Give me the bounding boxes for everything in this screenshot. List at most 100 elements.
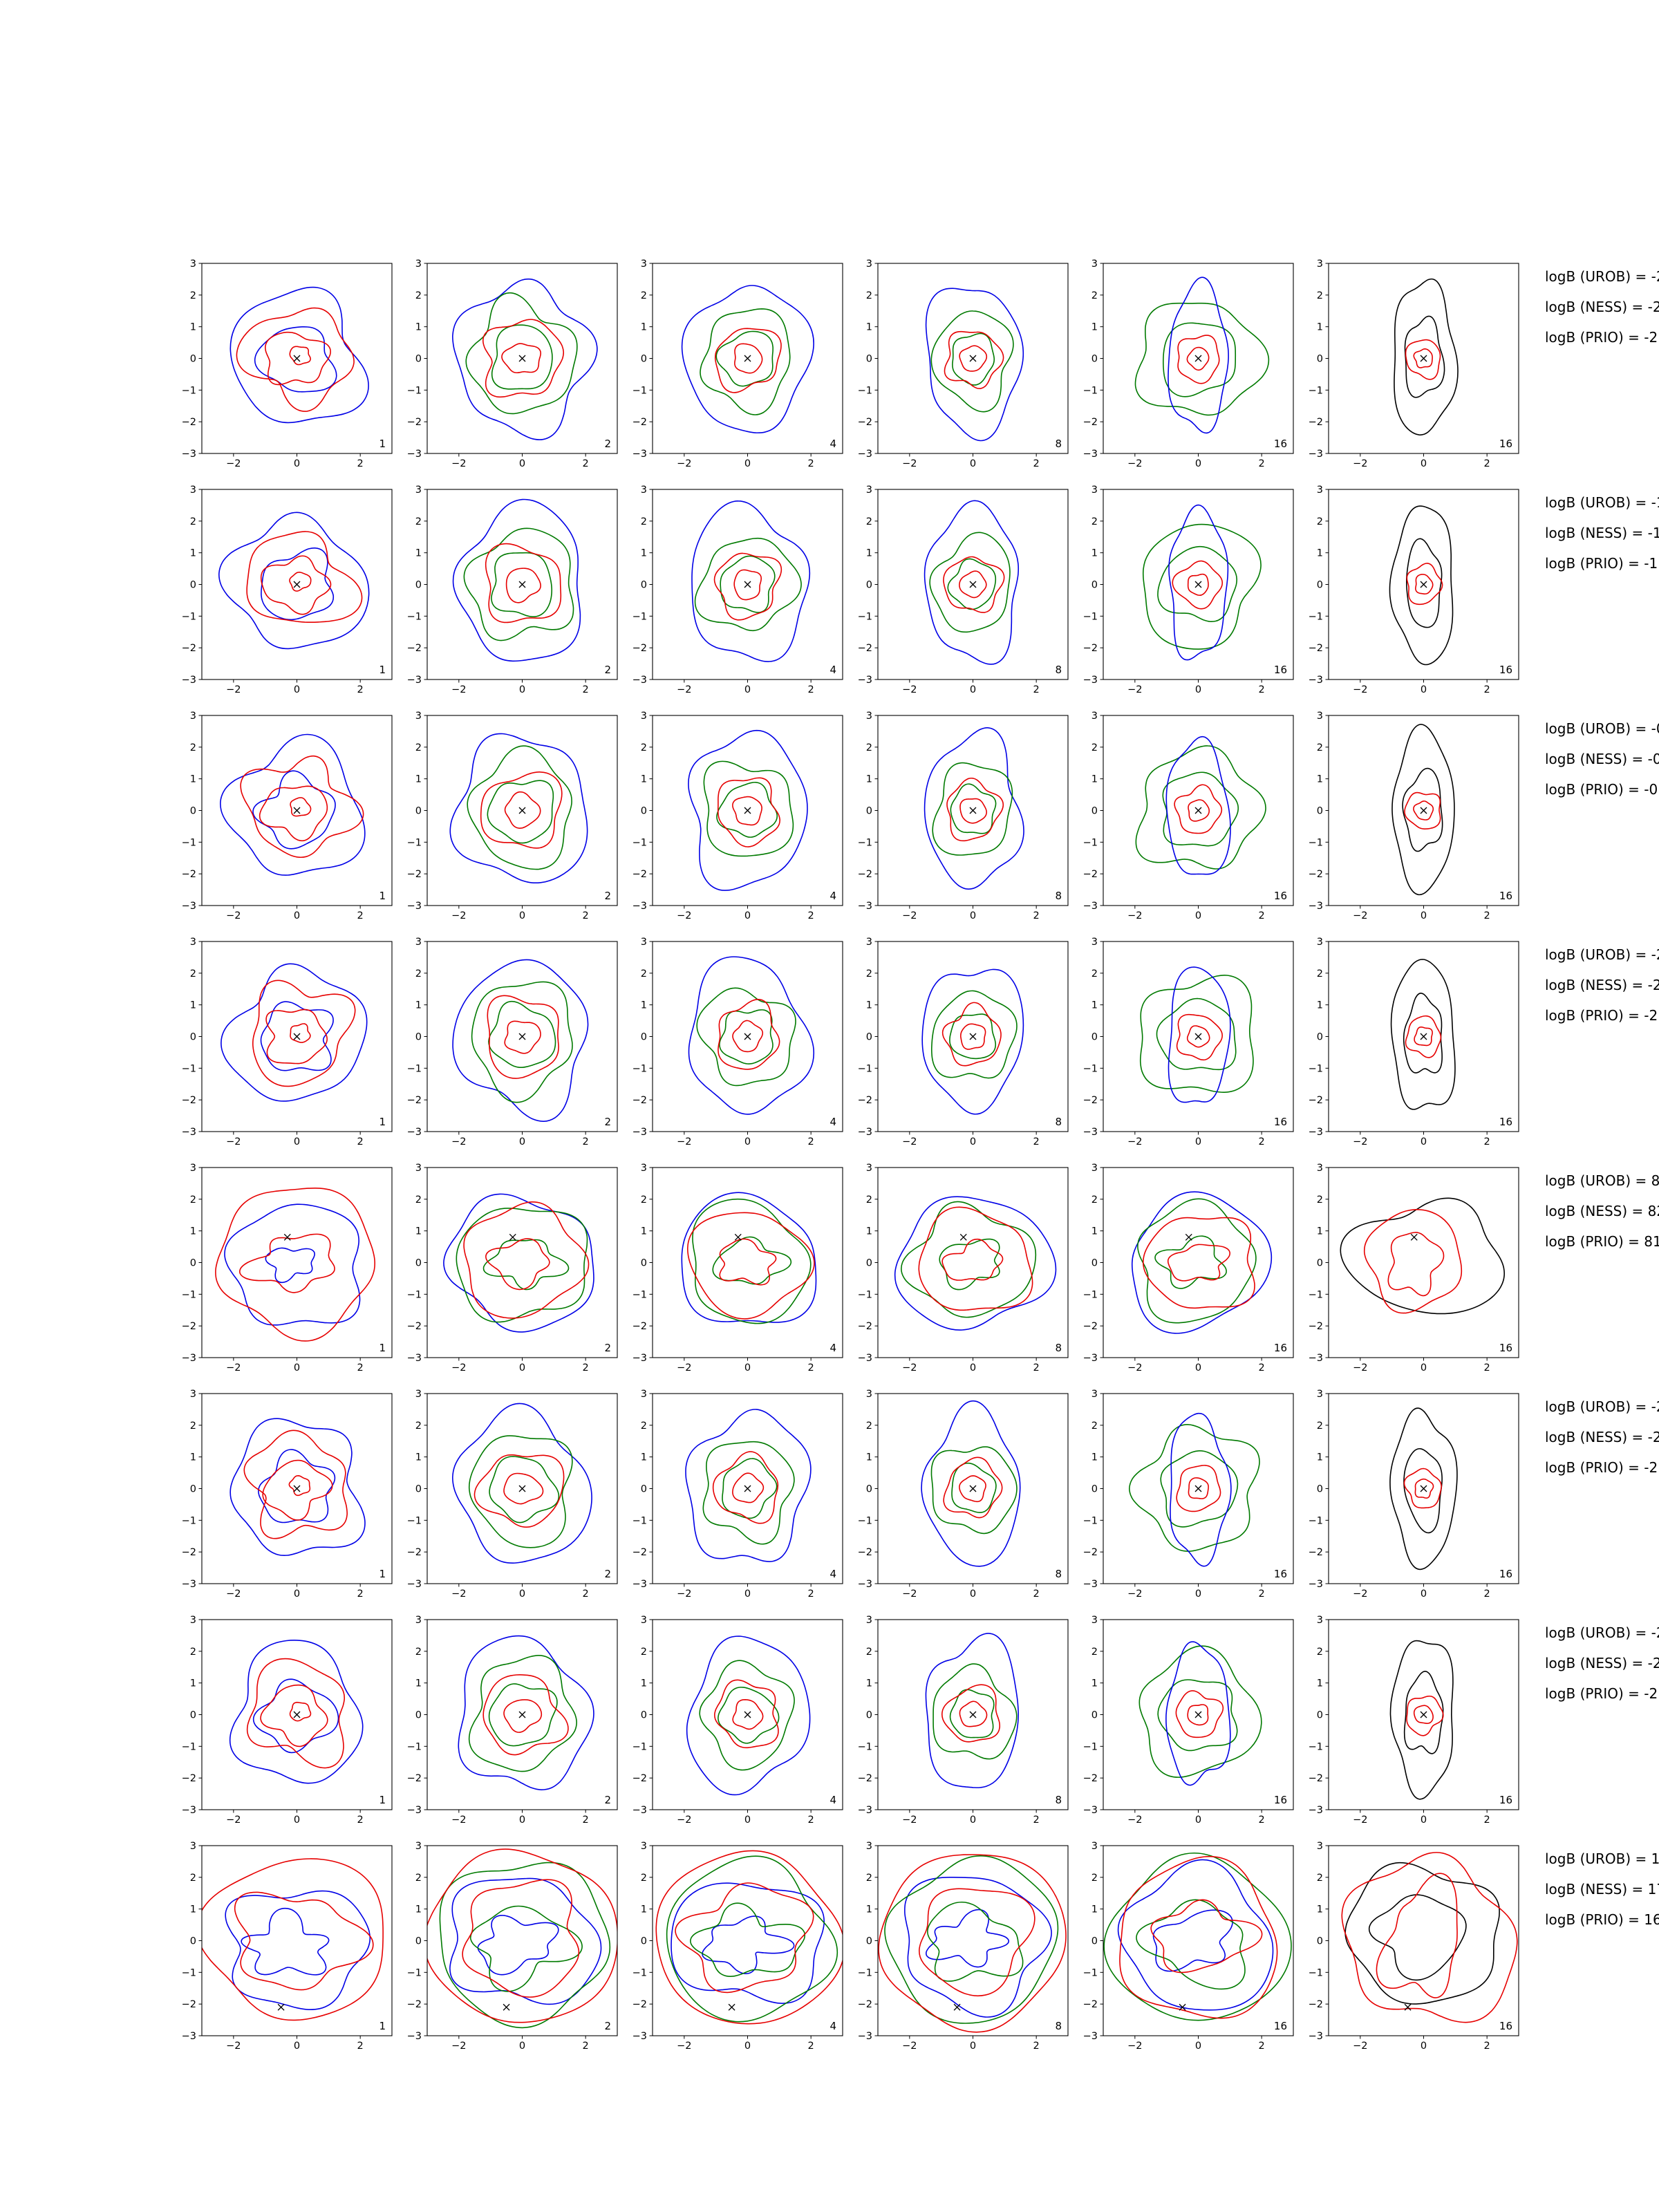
x-tick-label: −2 [451, 2041, 466, 2052]
y-tick-label: 3 [641, 1841, 647, 1852]
y-tick-label: 0 [1317, 1258, 1323, 1269]
contour-blue [925, 288, 1024, 442]
panel-count-label: 8 [1055, 1794, 1062, 1806]
contour-green [467, 745, 572, 870]
row-annotations-r2: logB (UROB) = -1.45 logB (NESS) = -1.95 lo… [1545, 494, 1659, 572]
y-tick-label: −2 [1309, 417, 1323, 428]
contour-blue [688, 956, 815, 1115]
contour-lines [449, 733, 588, 884]
y-tick-label: 3 [190, 1163, 196, 1174]
contour-red [474, 1454, 565, 1528]
y-tick-label: 1 [1091, 774, 1098, 785]
truth-marker-x [1420, 355, 1427, 362]
contour-green [469, 1905, 583, 1992]
contour-red [289, 1701, 312, 1722]
panel-count-label: 4 [830, 2020, 836, 2032]
x-tick-label: 0 [970, 458, 976, 469]
y-tick-label: 0 [1091, 354, 1098, 365]
panel-count-label: 8 [1055, 438, 1062, 450]
y-tick-label: 0 [866, 1032, 872, 1043]
contour-panel-r6c2: −2 0 2 3 2 1 0 −1 −2 −3 2 [407, 1389, 618, 1600]
y-tick-label: 3 [415, 485, 422, 496]
contour-red [1186, 1025, 1210, 1048]
logb-ness-label: logB (NESS) = 82.80 [1545, 1203, 1659, 1219]
contour-panel-r6c4: −2 0 2 3 2 1 0 −1 −2 −3 8 [858, 1389, 1069, 1600]
truth-marker-x [518, 355, 526, 362]
y-tick-label: −3 [1309, 1805, 1323, 1816]
y-tick-label: 0 [866, 1710, 872, 1721]
contour-lines [229, 1418, 366, 1557]
contour-green [465, 292, 578, 415]
x-tick-label: −2 [226, 1136, 241, 1147]
row-annotations-r6: logB (UROB) = -2.66 logB (NESS) = -2.78 lo… [1545, 1398, 1659, 1476]
y-tick-label: 2 [190, 1647, 196, 1658]
y-tick-label: −2 [182, 417, 196, 428]
y-tick-label: −1 [632, 611, 647, 622]
contour-black [1404, 315, 1445, 398]
y-tick-label: −3 [858, 1805, 872, 1816]
contour-red [252, 980, 356, 1087]
contour-panel-r1c2: −2 0 2 3 2 1 0 −1 −2 −3 2 [407, 259, 618, 469]
y-tick-label: −3 [1083, 2031, 1098, 2042]
y-tick-label: −3 [1309, 1353, 1323, 1364]
contour-lines [1103, 1852, 1292, 2021]
y-tick-label: −3 [407, 449, 422, 460]
y-tick-label: 1 [1317, 774, 1323, 785]
y-tick-label: −2 [858, 417, 872, 428]
truth-marker-x [1179, 2003, 1186, 2011]
axes-box [1328, 1845, 1519, 2036]
y-tick-label: −1 [407, 1741, 422, 1752]
contour-lines [878, 1854, 1067, 2033]
x-tick-label: 2 [583, 1136, 589, 1147]
y-tick-label: 2 [1317, 1647, 1323, 1658]
y-tick-label: −2 [407, 869, 422, 880]
y-tick-label: 1 [641, 322, 647, 333]
truth-marker-x [1420, 807, 1427, 814]
y-tick-label: 2 [641, 1421, 647, 1432]
truth-marker-x [959, 1233, 967, 1241]
contour-red [487, 995, 559, 1079]
logb-ness-label: logB (NESS) = -1.95 [1545, 525, 1659, 541]
x-tick-label: 2 [583, 684, 589, 695]
y-tick-label: −2 [632, 1547, 647, 1558]
contour-panel-r6c1: −2 0 2 3 2 1 0 −1 −2 −3 1 [182, 1389, 393, 1600]
x-tick-label: −2 [677, 458, 691, 469]
contour-red [482, 319, 565, 398]
x-tick-label: 2 [1259, 1136, 1265, 1147]
contour-blue [225, 1890, 371, 2011]
y-tick-label: 2 [866, 1647, 872, 1658]
panel-count-label: 2 [604, 2020, 611, 2032]
panel-count-label: 2 [604, 890, 611, 902]
y-tick-label: 0 [1317, 1032, 1323, 1043]
panel-count-label: 8 [1055, 2020, 1062, 2032]
x-tick-label: −2 [451, 1815, 466, 1826]
x-tick-label: 0 [970, 2041, 976, 2052]
contour-red [260, 1684, 328, 1747]
x-tick-label: 2 [1033, 910, 1040, 921]
x-tick-label: 0 [970, 910, 976, 921]
contour-lines [686, 1635, 811, 1796]
contour-blue [1165, 1641, 1231, 1786]
contour-panel-r7c1: −2 0 2 3 2 1 0 −1 −2 −3 1 [182, 1615, 393, 1826]
y-tick-label: −2 [407, 1773, 422, 1784]
y-tick-label: −1 [1309, 611, 1323, 622]
contour-red [1406, 1695, 1444, 1736]
contour-blue [451, 1403, 592, 1564]
panel-count-label: 4 [830, 890, 836, 902]
x-tick-label: −2 [451, 1136, 466, 1147]
contour-green [1136, 1899, 1246, 1990]
y-tick-label: −3 [1309, 901, 1323, 912]
contour-red [959, 345, 988, 372]
contour-panel-r2c1: −2 0 2 3 2 1 0 −1 −2 −3 1 [182, 485, 393, 695]
contour-panel-r4c1: −2 0 2 3 2 1 0 −1 −2 −3 1 [182, 937, 393, 1147]
y-tick-label: 2 [190, 1421, 196, 1432]
y-tick-label: 2 [190, 516, 196, 527]
y-tick-label: −3 [1309, 1579, 1323, 1590]
contour-lines [1139, 966, 1254, 1103]
panel-count-label: 1 [379, 438, 386, 450]
y-tick-label: −1 [1309, 1289, 1323, 1300]
truth-marker-x [293, 807, 301, 814]
contour-black [1394, 278, 1459, 435]
y-tick-label: 2 [866, 1421, 872, 1432]
x-tick-label: 2 [1033, 1588, 1040, 1600]
